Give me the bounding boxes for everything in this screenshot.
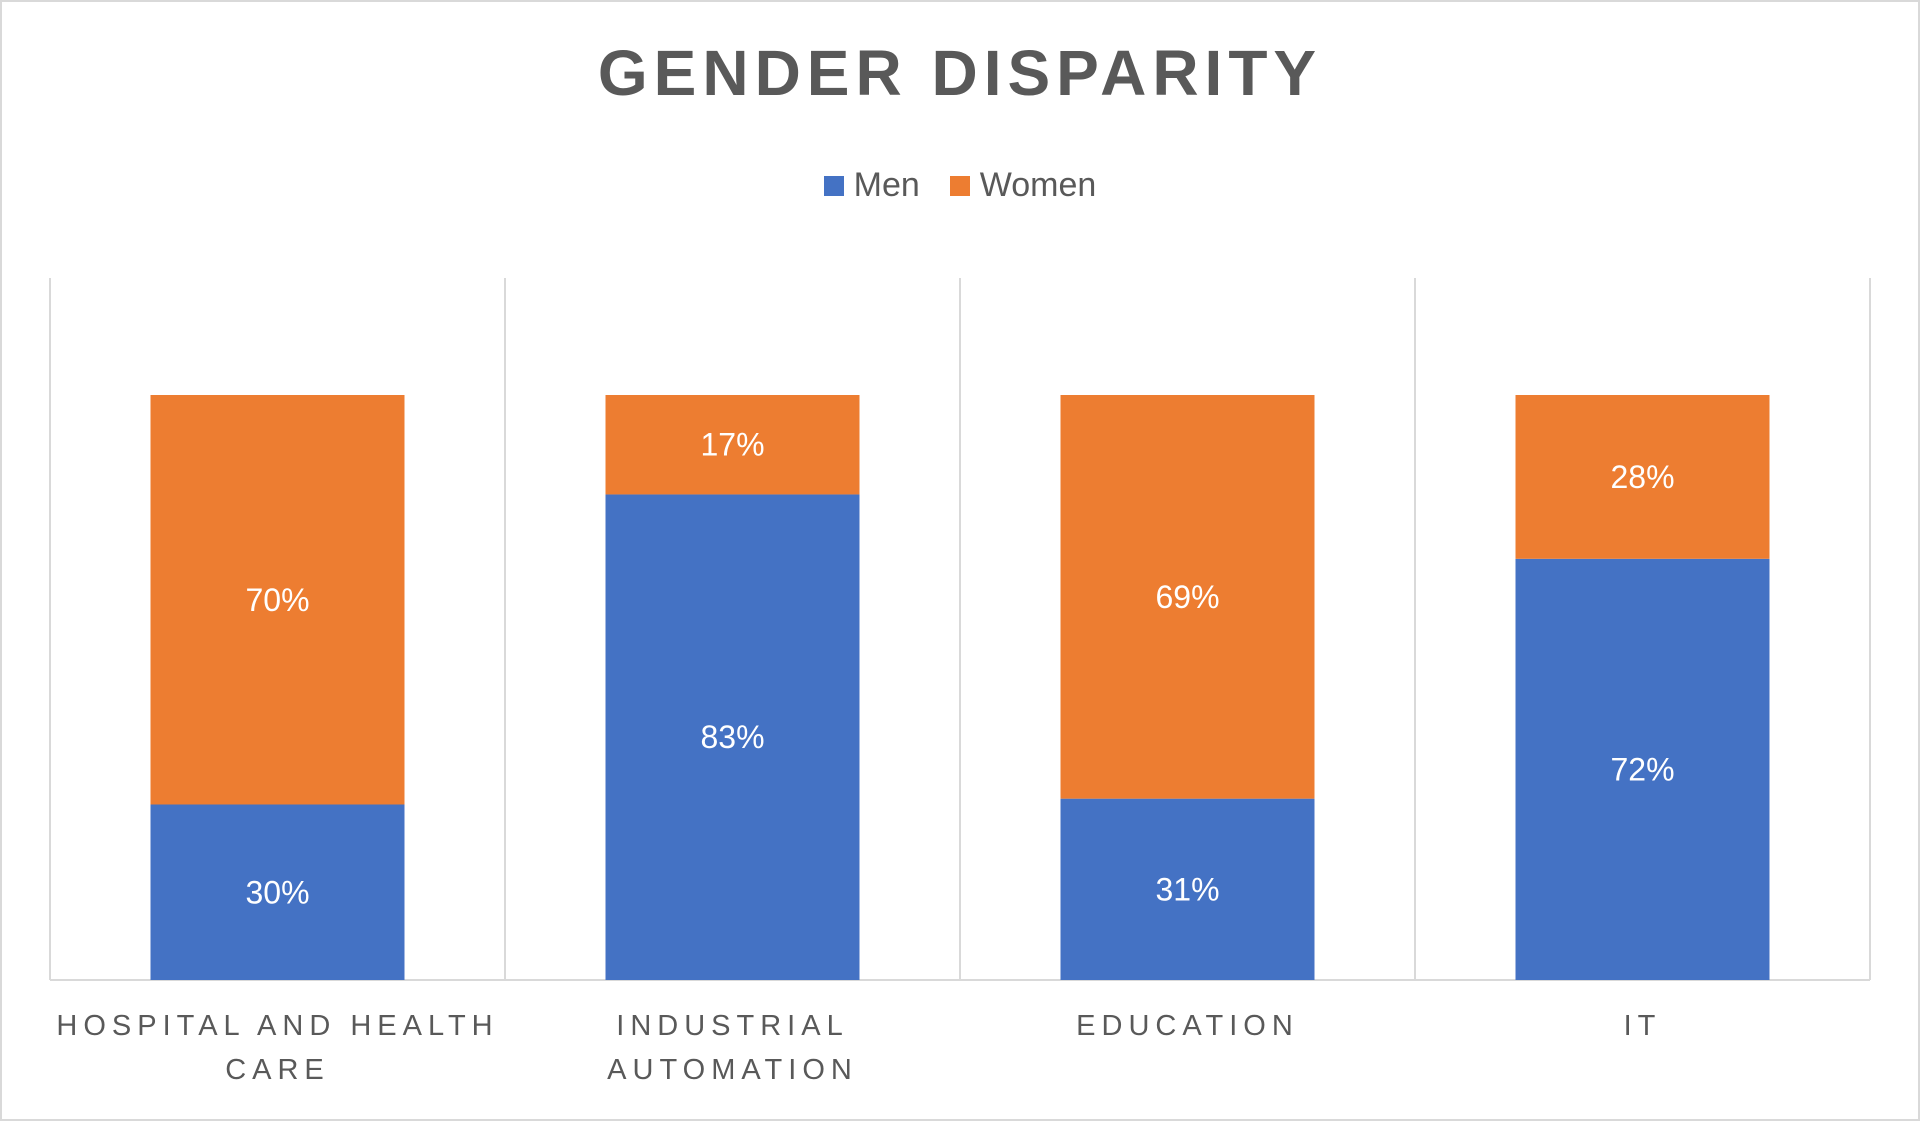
chart-title: GENDER DISPARITY — [597, 37, 1323, 109]
bar-men-1 — [605, 494, 860, 980]
bar-men-0 — [150, 804, 405, 980]
legend-label-women: Women — [979, 166, 1097, 204]
data-label-women-3: 28% — [1610, 459, 1674, 495]
chart-legend: Men Women — [0, 166, 1920, 205]
bar-men-3 — [1515, 558, 1770, 980]
data-label-women-1: 17% — [700, 427, 764, 463]
bar-women-0 — [150, 395, 405, 805]
data-label-men-1: 83% — [700, 719, 764, 755]
bar-men-2 — [1060, 798, 1315, 980]
legend-label-men: Men — [853, 166, 920, 204]
data-label-men-0: 30% — [245, 874, 309, 910]
data-label-men-2: 31% — [1155, 871, 1219, 907]
bar-women-1 — [605, 395, 860, 495]
legend-swatch-men — [823, 175, 844, 196]
bar-women-2 — [1060, 395, 1315, 799]
category-label-3: IT — [1623, 1010, 1662, 1042]
category-label-1: INDUSTRIAL AUTOMATION — [607, 1010, 858, 1086]
legend-item-women: Women — [949, 166, 1097, 205]
category-label-2: EDUCATION — [1076, 1010, 1299, 1042]
legend-item-men: Men — [823, 166, 920, 205]
category-label-0: HOSPITAL AND HEALTH CARE — [56, 1010, 499, 1086]
data-label-men-3: 72% — [1610, 751, 1674, 787]
data-label-women-0: 70% — [245, 582, 309, 618]
data-label-women-2: 69% — [1155, 579, 1219, 615]
bar-women-3 — [1515, 395, 1770, 559]
legend-swatch-women — [949, 175, 970, 196]
